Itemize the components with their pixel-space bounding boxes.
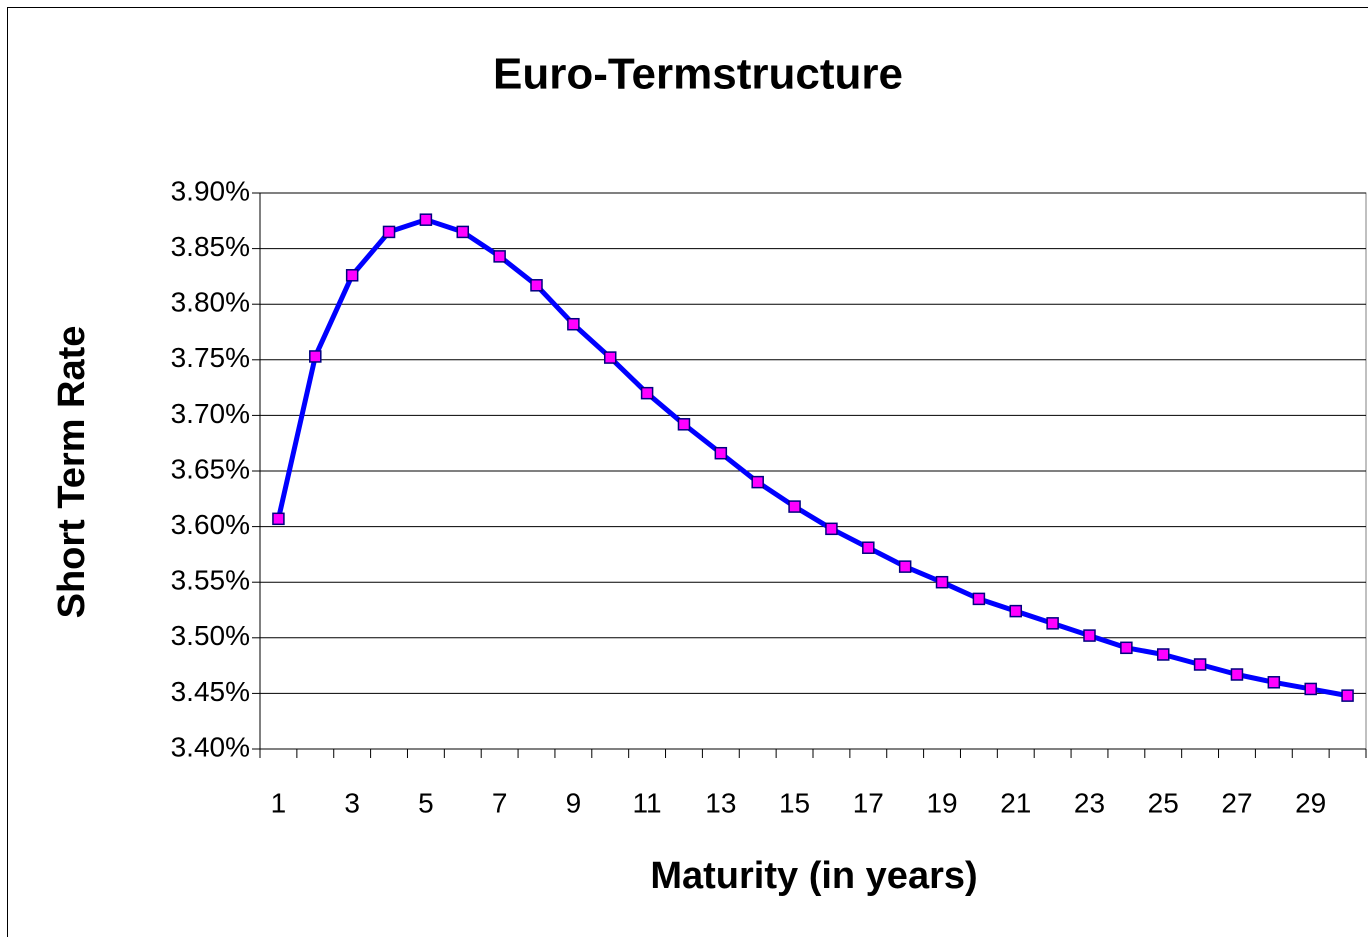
marker <box>677 418 691 431</box>
marker <box>493 250 506 263</box>
x-tick-label: 29 <box>1295 787 1326 818</box>
y-tick-label: 3.55% <box>171 565 250 596</box>
marker <box>751 475 764 489</box>
marker <box>1083 629 1096 642</box>
marker <box>1009 604 1023 618</box>
y-tick-label: 3.75% <box>171 342 250 373</box>
marker <box>345 269 359 282</box>
marker <box>1156 648 1170 661</box>
marker <box>419 213 433 226</box>
marker <box>788 500 801 513</box>
x-tick-label: 21 <box>1000 787 1031 818</box>
y-tick-label: 3.70% <box>171 398 250 429</box>
marker <box>1304 682 1317 696</box>
x-tick-label: 11 <box>633 787 662 818</box>
marker <box>1230 668 1244 681</box>
x-tick-label: 25 <box>1148 787 1179 818</box>
x-axis-title: Maturity (in years) <box>650 855 977 897</box>
x-tick-label: 15 <box>779 787 810 818</box>
marker <box>935 575 949 589</box>
marker <box>862 541 875 554</box>
x-tick-label: 1 <box>271 787 287 818</box>
x-tick-label: 5 <box>418 787 434 818</box>
x-tick-label: 7 <box>492 787 508 818</box>
marker <box>272 512 285 526</box>
marker <box>1193 658 1207 671</box>
marker <box>972 592 986 606</box>
marker <box>530 279 543 292</box>
y-tick-label: 3.50% <box>171 620 250 651</box>
marker <box>898 560 912 573</box>
marker <box>567 317 580 331</box>
marker <box>825 522 838 536</box>
x-tick-label: 13 <box>705 787 736 818</box>
marker <box>1046 617 1059 630</box>
x-tick-label: 3 <box>344 787 360 818</box>
y-tick-label: 3.90% <box>171 175 250 206</box>
marker <box>1120 641 1133 655</box>
x-tick-label: 9 <box>566 787 582 818</box>
y-tick-label: 3.85% <box>171 231 250 262</box>
x-tick-label: 17 <box>853 787 884 818</box>
y-tick-label: 3.80% <box>171 287 250 318</box>
marker <box>603 351 617 364</box>
marker <box>1341 689 1354 702</box>
marker <box>640 386 654 400</box>
marker <box>714 446 728 460</box>
y-tick-label: 3.45% <box>171 676 250 707</box>
x-tick-label: 27 <box>1221 787 1252 818</box>
y-tick-label: 3.65% <box>171 453 250 484</box>
x-tick-label: 23 <box>1074 787 1105 818</box>
x-tick-label: 19 <box>926 787 957 818</box>
marker <box>456 225 470 239</box>
chart-title: Euro-Termstructure <box>493 50 903 99</box>
y-axis-title: Short Term Rate <box>51 326 93 619</box>
marker <box>309 350 322 363</box>
y-tick-label: 3.40% <box>171 731 250 762</box>
marker <box>1267 676 1281 689</box>
marker <box>382 225 396 239</box>
y-tick-label: 3.60% <box>171 509 250 540</box>
